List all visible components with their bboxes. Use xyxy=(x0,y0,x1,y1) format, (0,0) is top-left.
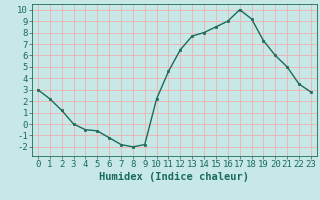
X-axis label: Humidex (Indice chaleur): Humidex (Indice chaleur) xyxy=(100,172,249,182)
